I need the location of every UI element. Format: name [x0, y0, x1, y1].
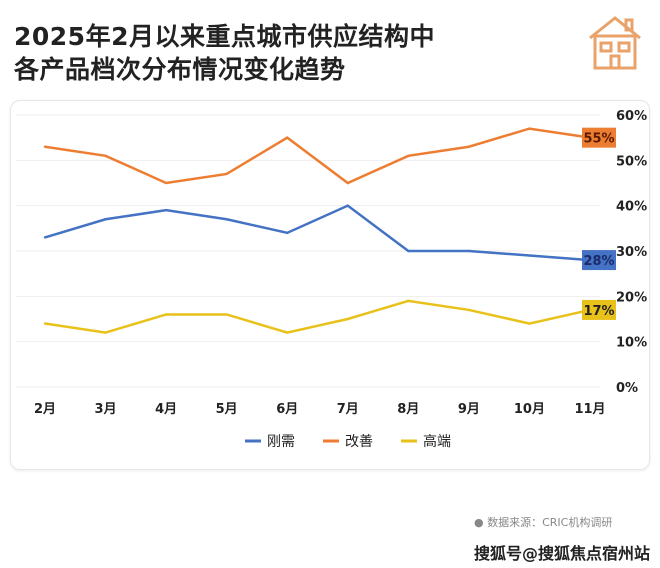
data-point [467, 145, 471, 148]
series-line-高端 [44, 299, 591, 334]
data-point [104, 154, 107, 157]
data-point [43, 236, 47, 239]
title-line-1: 2025年2月以来重点城市供应结构中 [14, 22, 435, 51]
data-point [528, 254, 531, 257]
x-tick-label: 11月 [574, 402, 605, 417]
y-tick-label: 0% [616, 381, 638, 396]
end-label-box [582, 299, 616, 320]
data-point [225, 218, 228, 221]
x-tick-label: 8月 [397, 402, 419, 417]
legend-label: 改善 [345, 434, 373, 450]
data-point [528, 127, 531, 130]
x-tick-label: 7月 [337, 402, 359, 417]
data-point [346, 317, 349, 321]
end-label: 55% [583, 132, 614, 147]
y-tick-label: 10% [616, 336, 647, 351]
x-tick-label: 5月 [216, 402, 238, 417]
data-point [286, 331, 289, 334]
source-text: 数据来源：CRIC机构调研 [487, 516, 613, 529]
y-tick-label: 20% [616, 290, 647, 305]
data-point [43, 322, 47, 325]
data-point [346, 181, 349, 185]
data-point [104, 331, 107, 334]
data-point [286, 231, 289, 235]
source-note: ● 数据来源：CRIC机构调研 [474, 516, 613, 529]
chart-panel [10, 100, 650, 470]
legend-label: 高端 [423, 433, 451, 450]
data-point [407, 249, 410, 253]
y-tick-label: 60% [616, 109, 647, 124]
data-point [225, 313, 228, 316]
data-point [286, 136, 289, 139]
legend-label: 刚需 [267, 434, 295, 450]
data-point [104, 218, 107, 221]
line-chart: 0% 10% 20% 30% 40% 50% 60% 2月 3月 4月 5月 6月 7月 8月 9月 10月 1… [16, 109, 647, 450]
x-tick-label: 4月 [155, 402, 177, 417]
x-tick-label: 6月 [276, 402, 298, 417]
y-tick-label: 50% [616, 154, 647, 169]
x-tick-label: 3月 [95, 402, 117, 417]
data-point [164, 209, 168, 212]
end-label-box [582, 250, 616, 271]
data-point [407, 299, 410, 303]
data-point [164, 181, 168, 185]
title-line-2: 各产品档次分布情况变化趋势 [14, 55, 346, 84]
series-line-刚需 [44, 204, 591, 262]
data-point [346, 204, 349, 207]
end-label: 17% [583, 304, 614, 319]
y-tick-label: 30% [616, 245, 647, 260]
x-tick-label: 10月 [514, 402, 545, 417]
x-tick-label: 9月 [458, 402, 480, 417]
end-label-box [582, 127, 616, 148]
house-icon [589, 16, 641, 70]
data-point [407, 154, 410, 157]
data-point [467, 308, 471, 312]
data-point [528, 322, 531, 325]
chart-title: 2025年2月以来重点城市供应结构中 各产品档次分布情况变化趋势 [14, 20, 435, 86]
data-point [164, 313, 168, 316]
x-tick-label: 2月 [34, 402, 56, 417]
data-point [43, 145, 47, 148]
y-tick-label: 40% [616, 200, 647, 215]
series-line-改善 [44, 127, 591, 185]
end-label: 28% [583, 254, 614, 269]
data-point [467, 249, 471, 253]
watermark: 搜狐号@搜狐焦点宿州站 [474, 544, 651, 563]
data-point [225, 172, 228, 176]
